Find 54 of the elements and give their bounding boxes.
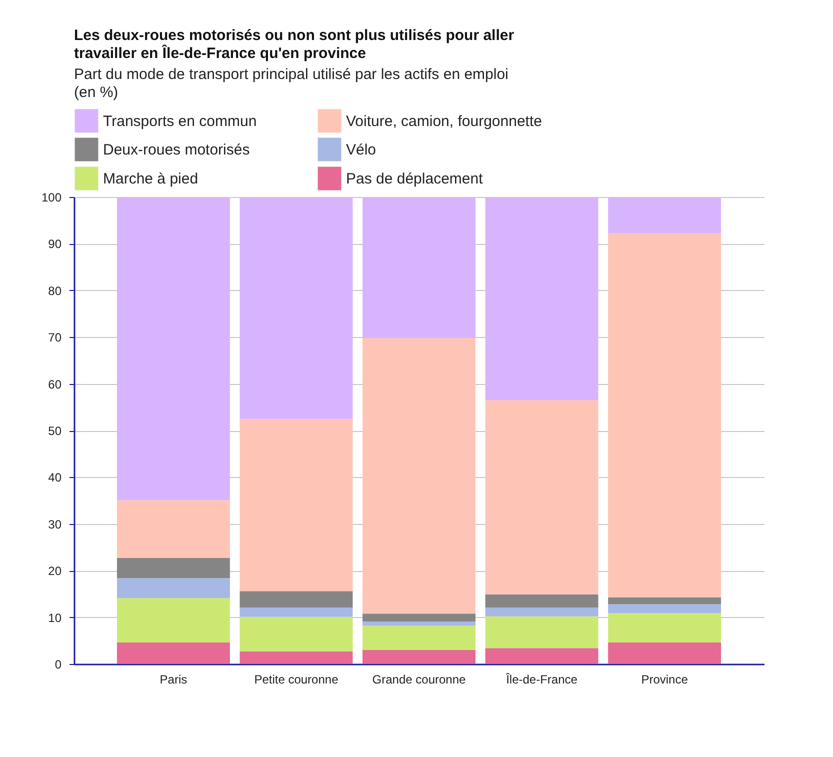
chart-subtitle: Part du mode de transport principal utilisé par les actifs en emploi (en %) xyxy=(74,66,508,101)
bar xyxy=(362,622,476,626)
bar xyxy=(362,197,476,338)
y-tick-label: 30 xyxy=(48,517,62,532)
bar xyxy=(485,648,598,664)
legend-label: Voiture, camion, fourgonnette xyxy=(346,112,542,130)
legend-label: Transports en commun xyxy=(103,112,257,130)
bar xyxy=(608,232,722,598)
x-tick-label: Province xyxy=(641,672,688,686)
bar xyxy=(240,616,353,652)
legend-label: Deux-roues motorisés xyxy=(103,142,250,158)
y-tick-label: 0 xyxy=(54,658,62,672)
x-tick-label: Petite couronne xyxy=(254,672,339,686)
bar xyxy=(240,591,353,608)
y-tick-label: 60 xyxy=(48,377,62,392)
bar xyxy=(116,500,230,558)
y-tick-label: 50 xyxy=(48,424,62,438)
bar xyxy=(240,651,353,664)
bar xyxy=(240,607,353,617)
bar xyxy=(116,598,230,643)
bar xyxy=(240,418,353,592)
legend-label: Marche à pied xyxy=(103,170,198,188)
bar xyxy=(608,613,722,643)
x-tick-label: Île-de-France xyxy=(505,672,578,686)
bar xyxy=(116,642,230,664)
bar xyxy=(608,604,722,614)
y-tick-label: 90 xyxy=(48,237,62,252)
bar xyxy=(116,578,230,598)
x-tick-label: Grande couronne xyxy=(372,672,466,686)
bar xyxy=(608,642,722,664)
bar xyxy=(608,197,722,233)
bar xyxy=(485,616,598,648)
y-tick-label: 40 xyxy=(48,470,62,485)
y-tick-label: 80 xyxy=(48,284,62,298)
x-tick-label: Paris xyxy=(160,672,188,686)
chart-title: Les deux-roues motorisés ou non sont plus utilisés pour aller travailler en Île-de-France qu'en province xyxy=(74,27,514,62)
legend-label: Vélo xyxy=(346,142,376,158)
bar xyxy=(485,400,598,594)
bar xyxy=(608,597,722,604)
bar xyxy=(240,197,353,419)
bar xyxy=(116,558,230,578)
bar xyxy=(362,626,476,650)
legend-label: Pas de déplacement xyxy=(346,170,484,188)
bar xyxy=(485,197,598,400)
bar xyxy=(485,607,598,616)
y-tick-label: 100 xyxy=(41,190,62,204)
y-tick-label: 70 xyxy=(48,330,62,345)
bar xyxy=(362,650,476,664)
bar xyxy=(116,197,230,500)
bar xyxy=(485,594,598,608)
y-tick-label: 10 xyxy=(48,610,62,625)
bar xyxy=(362,338,476,614)
y-tick-label: 20 xyxy=(48,564,62,578)
bar xyxy=(362,614,476,622)
